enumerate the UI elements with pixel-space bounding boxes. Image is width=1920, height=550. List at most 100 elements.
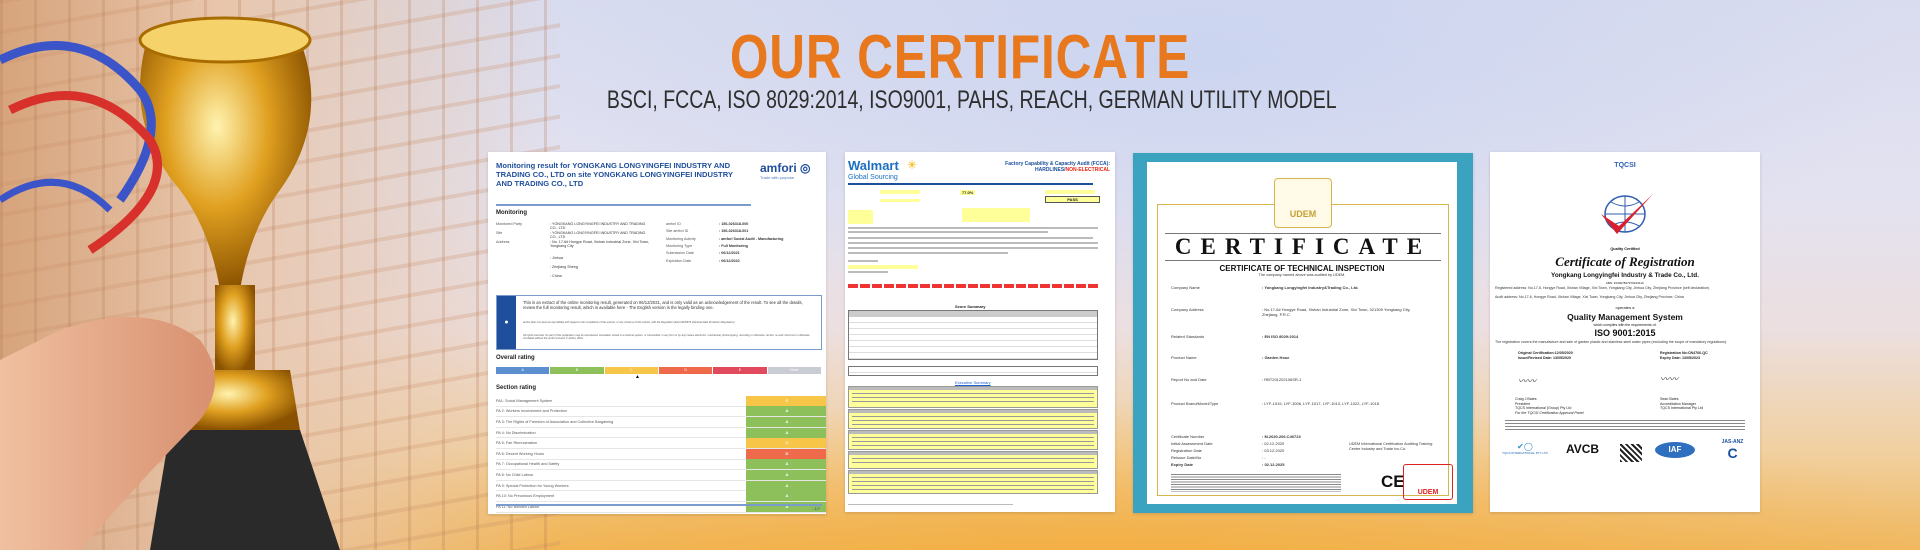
info-disclaimer: amfori does not assume any liability wit…	[523, 321, 736, 324]
field	[1045, 190, 1095, 194]
certificate-title: CERTIFICATE	[1165, 233, 1441, 261]
section-grade: A	[746, 427, 826, 438]
walmart-spark-icon: ✳	[907, 158, 918, 172]
signer-name: Sean Bates	[1660, 397, 1679, 401]
field-value: : 02.12.2025	[1262, 462, 1285, 467]
signer-right: Sean Bates Accreditation Manager TQCS Inte…	[1660, 397, 1703, 411]
field	[962, 208, 1030, 222]
score-summary-table	[848, 310, 1098, 360]
registration-info: Registration No:CN4766-QC Expiry Date: 13…	[1660, 351, 1708, 360]
info-icon: ●	[497, 296, 516, 349]
abn: ABN: 91330784797024311C	[1605, 281, 1645, 285]
section-grade: A	[746, 459, 826, 470]
section-grade: A	[746, 416, 826, 427]
field	[848, 210, 873, 224]
field-row: Certificate Number: M.2020.206.C40723	[1171, 434, 1301, 439]
badge-label: TQCS INTERNATIONAL PTY LTD	[1502, 451, 1548, 455]
badge-jas-anz: JAS-ANZ C	[1710, 439, 1755, 461]
field-value: : YONGKANG LONGYINGFEI INDUSTRY AND TRAD…	[550, 222, 646, 230]
field-value: : 06/12/2021	[719, 251, 740, 256]
section-row: PA 2: Workers Involvement and Protection…	[496, 406, 826, 418]
certification-dates: Original Certification:12/05/2020 Issue/R…	[1518, 351, 1573, 360]
section-row: PA 3: The Rights of Freedom of Associati…	[496, 416, 826, 428]
signature-right: 〰〰	[1660, 374, 1679, 384]
section-row: PA 10: No Precarious Employment A	[496, 491, 826, 502]
issue-date: Issue/Revised Date: 13/05/2020	[1518, 355, 1571, 360]
signature-left: 〰〰	[1518, 376, 1537, 386]
page-number: - 1/7	[811, 506, 820, 511]
amfori-logo: amfori ◎ Trade with purpose	[760, 161, 811, 180]
section-label: PA 6: Decent Working Hours	[496, 451, 544, 456]
certificate-amfori-bsci[interactable]: Monitoring result for YONGKANG LONGYINGF…	[488, 152, 826, 514]
certificate-tqcsi-iso9001[interactable]: TQCSI Quality Certified Certificate of R…	[1490, 152, 1760, 512]
rating-scale-e: E	[713, 367, 767, 374]
text-line	[848, 252, 1008, 254]
monitoring-heading: Monitoring	[496, 210, 527, 216]
section-label: PA 11: No Bonded Labour	[496, 504, 540, 509]
certificate-walmart-fcca[interactable]: Walmart Global Sourcing ✳ Factory Capabil…	[845, 152, 1115, 512]
field-label: Product Name	[1171, 355, 1197, 360]
score-summary-heading: Score Summary	[955, 304, 986, 309]
field-label: Reissue Date/No	[1171, 455, 1202, 460]
fcca-heading-nonelectrical: NON-ELECTRICAL	[1065, 167, 1110, 173]
summary-section	[848, 386, 1098, 408]
fcca-heading-hardlines: HARDLINES/	[1034, 167, 1066, 173]
certificate-udem-ce[interactable]: UDEM CERTIFICATE CERTIFICATE OF TECHNICA…	[1133, 153, 1473, 513]
fine-print	[1505, 420, 1745, 432]
udem-logo: UDEM	[1274, 178, 1332, 228]
expiry-date: Expiry Date: 13/05/2023	[1660, 355, 1700, 360]
field-value: : YONGKANG LONGYINGFEI INDUSTRY AND TRAD…	[550, 231, 646, 239]
field-value: : 03.12.2020	[1262, 448, 1285, 453]
field-label: Expiration Date	[666, 258, 692, 263]
section-label: PA 10: No Precarious Employment	[496, 494, 555, 499]
divider	[848, 183, 1093, 185]
section-row: PA 4: No Discrimination A	[496, 427, 826, 439]
info-box: ● This is an extract of the online monit…	[496, 295, 822, 350]
section-label: PA 7: Occupational Health and Safety	[496, 462, 560, 467]
field-row: Company Name: Yongkang Longyingfei Indus…	[1171, 285, 1359, 290]
field-row: Product Name: Garden Hose	[1171, 355, 1289, 360]
signer-panel: For the TQCSI Certification Approval Pan…	[1515, 410, 1584, 415]
walmart-logo-text: Walmart	[848, 158, 899, 173]
overall-rating-bar: A B C D E None	[496, 367, 822, 374]
field-row: Registration Date: 03.12.2020	[1171, 448, 1284, 453]
section-grade: A	[746, 406, 826, 417]
section-grade: A	[746, 480, 826, 491]
field-value: : Jinhua	[550, 256, 563, 260]
section-label: PA 9: Special Protection for Young Worke…	[496, 483, 569, 488]
field-row: Product Brand/Model/Type: LYF-1019, LYF-…	[1171, 401, 1379, 406]
field-row: Expiry Date: 02.12.2025	[1171, 462, 1284, 467]
divider	[496, 204, 751, 206]
section-row: PA 5: Fair Remuneration C	[496, 438, 826, 449]
rating-legend-table	[848, 366, 1098, 376]
section-row: PA1: Social Management System C	[496, 395, 826, 407]
field-value: : 156-026318-001	[719, 229, 749, 234]
signature-block: UDEM International Certification Auditin…	[1349, 442, 1433, 451]
fcca-heading-line1: Factory Capability & Capacity Audit (FCC…	[1005, 161, 1110, 167]
trophy-hand-image	[0, 16, 340, 550]
summary-section	[848, 430, 1098, 450]
section-grade: D	[746, 448, 826, 459]
field-value: : Zhejiang Sheng	[550, 265, 578, 269]
registration-no: Registration No:CN4766-QC	[1660, 351, 1708, 355]
field-label: Address	[496, 240, 510, 244]
field-value: : Yongkang Longyingfei Industry&Trading …	[1262, 285, 1359, 290]
certificate-title: Certificate of Registration	[1555, 254, 1695, 269]
field-value: : amfori Social Audit - Manufacturing	[719, 236, 784, 241]
final-result: PASS	[1045, 196, 1100, 203]
field-label: Submission Date	[666, 251, 694, 256]
field-label: Certificate Number	[1171, 434, 1205, 439]
section-label: PA 5: Fair Remuneration	[496, 441, 538, 446]
field-row: Company Address: No.17-6# Hongye Road, X…	[1171, 307, 1410, 317]
text-line	[848, 271, 888, 273]
operates: operates a	[1615, 305, 1635, 310]
field-value: : RBT201202106SR-1	[1262, 377, 1302, 382]
walmart-logo-sub: Global Sourcing	[848, 174, 898, 181]
rating-scale-c: C	[604, 367, 658, 374]
signer-title: President	[1515, 401, 1531, 406]
field	[880, 199, 920, 202]
field-label: Monitoring Type	[666, 243, 693, 248]
executive-summary-link[interactable]: Executive Summary	[955, 380, 991, 385]
field-label: Monitoring Activity	[666, 236, 696, 241]
footer-line	[848, 504, 1013, 505]
